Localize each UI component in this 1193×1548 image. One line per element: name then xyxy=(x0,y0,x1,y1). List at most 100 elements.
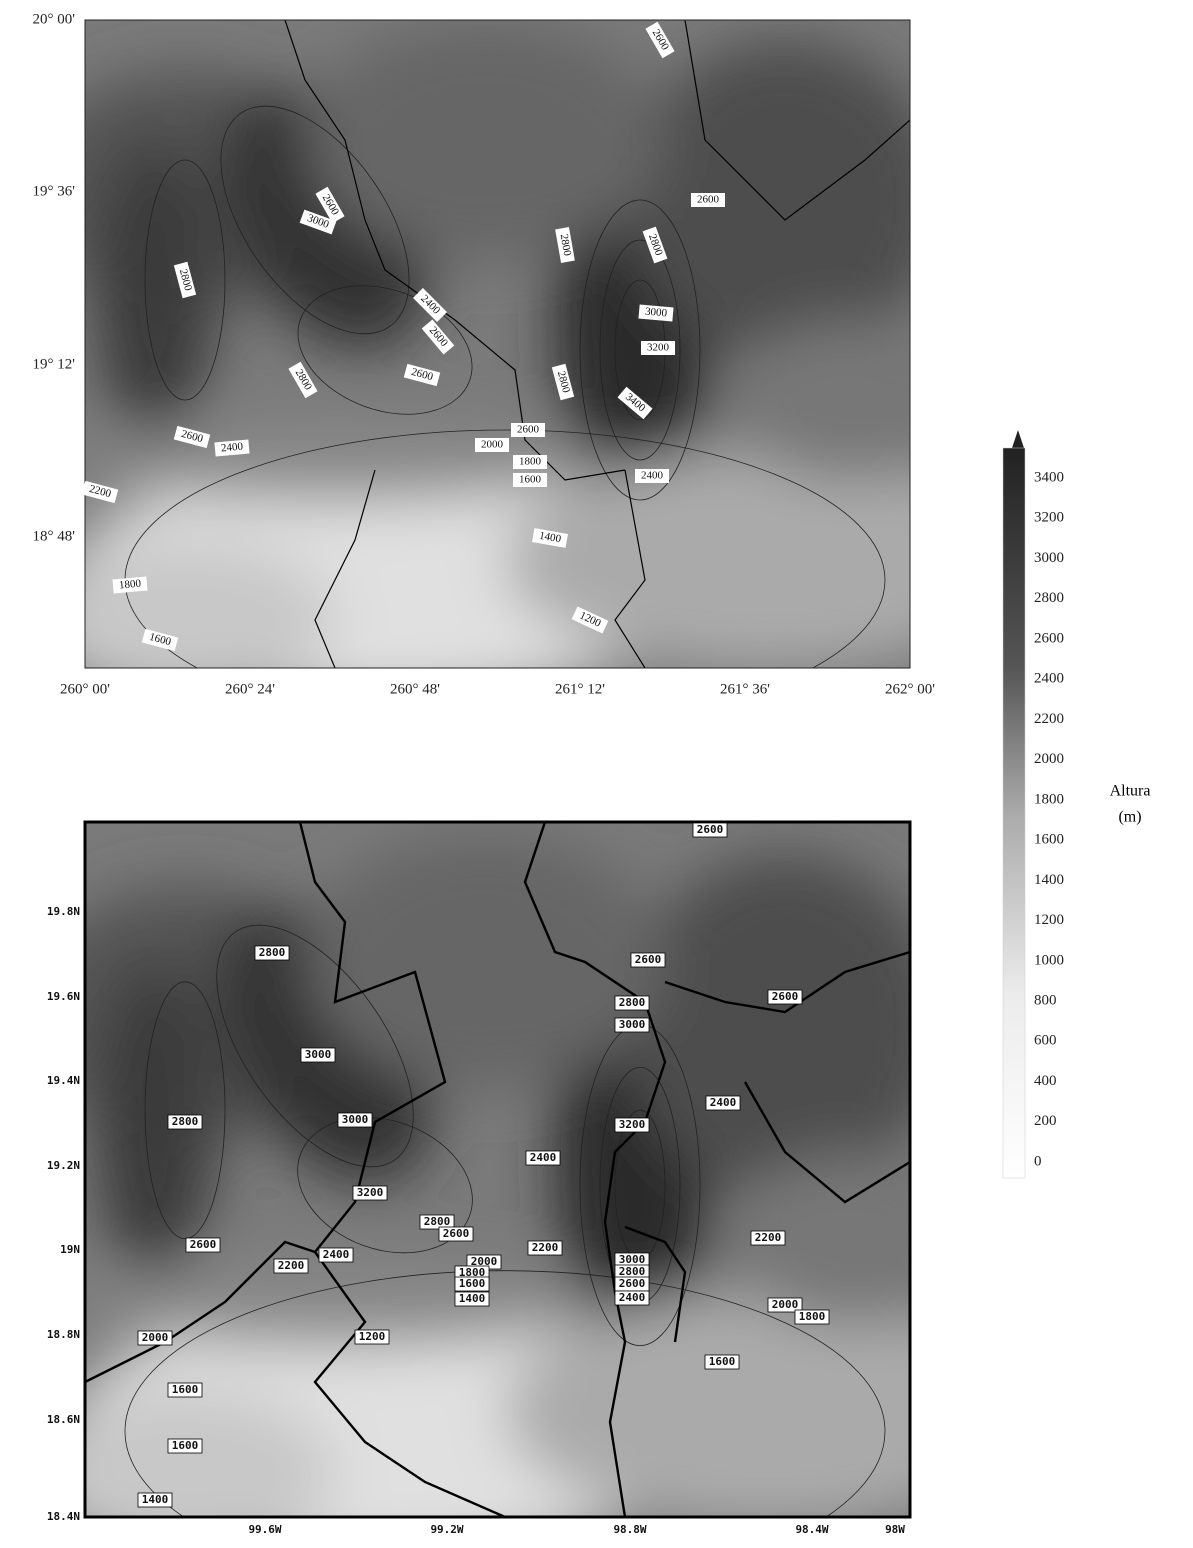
contour-label-text: 1600 xyxy=(459,1277,486,1290)
contour-label-text: 2800 xyxy=(172,1115,199,1128)
contour-label-box xyxy=(767,989,803,1005)
contour-label-text: 2600 xyxy=(635,953,662,966)
contour-label-box xyxy=(137,1492,173,1508)
contour-label: 2000 xyxy=(137,1330,173,1346)
contour-label-text: 3000 xyxy=(342,1113,369,1126)
contour-label-text: 2800 xyxy=(555,370,572,395)
contour-line xyxy=(599,239,681,461)
bottom-map xyxy=(85,822,910,1517)
contour-label: 2600 xyxy=(403,363,441,387)
contour-label-box xyxy=(438,1226,474,1242)
colorbar-label: 3200 xyxy=(1034,510,1064,526)
y-tick-label: 19.4N xyxy=(47,1074,80,1087)
colorbar-label: 600 xyxy=(1034,1033,1057,1049)
contour-label-box xyxy=(614,1017,650,1033)
contour-label: 1600 xyxy=(454,1276,490,1292)
contour-label-box xyxy=(167,1114,203,1130)
colorbar-label: 1400 xyxy=(1034,872,1064,888)
contour-label-box xyxy=(638,304,674,322)
contour-label-text: 2600 xyxy=(619,1277,646,1290)
x-tick-label: 260° 48' xyxy=(390,681,440,697)
contour-label-box xyxy=(112,576,148,594)
terrain-blob xyxy=(725,320,910,480)
contour-label-box xyxy=(137,1330,173,1346)
terrain-blob xyxy=(505,1292,910,1517)
x-tick-label: 260° 00' xyxy=(60,681,110,697)
contour-label-text: 1800 xyxy=(459,1266,486,1279)
contour-label-text: 3000 xyxy=(645,306,668,320)
contour-label: 1400 xyxy=(532,528,568,548)
contour-label: 1400 xyxy=(454,1291,490,1307)
contour-label-box xyxy=(413,288,447,322)
y-tick-label: 19N xyxy=(60,1243,80,1256)
contour-label-box xyxy=(513,455,547,469)
contour-label: 2200 xyxy=(527,1240,563,1256)
contour-label-box xyxy=(421,319,455,355)
contour-label-text: 2800 xyxy=(558,233,574,257)
contour-label: 1400 xyxy=(137,1492,173,1508)
contour-label-box xyxy=(173,425,211,449)
contour-label-box xyxy=(403,363,441,387)
contour-label-box xyxy=(704,1354,740,1370)
colorbar-label: 3400 xyxy=(1034,469,1064,485)
contour-label: 1800 xyxy=(454,1265,490,1281)
contour-label-box xyxy=(794,1309,830,1325)
contour-label-text: 2400 xyxy=(530,1151,557,1164)
colorbar-label: 400 xyxy=(1034,1073,1057,1089)
contour-label: 1600 xyxy=(704,1354,740,1370)
contour-label: 2400 xyxy=(318,1247,354,1263)
contour-label-box xyxy=(315,186,345,224)
contour-label-text: 3000 xyxy=(305,1048,332,1061)
contour-label-text: 2800 xyxy=(259,946,286,959)
contour-label-box xyxy=(419,1214,455,1230)
colorbar-label: 3000 xyxy=(1034,550,1064,566)
contour-line xyxy=(220,105,410,335)
contour-label-text: 2800 xyxy=(619,1265,646,1278)
contour-label-text: 2000 xyxy=(142,1331,169,1344)
contour-label-text: 2800 xyxy=(424,1215,451,1228)
contour-label: 1600 xyxy=(167,1382,203,1398)
colorbar-label: 1000 xyxy=(1034,952,1064,968)
contour-label: 2400 xyxy=(614,1290,650,1306)
contour-label-text: 2800 xyxy=(619,996,646,1009)
terrain-blob xyxy=(95,960,215,1282)
contour-label: 2200 xyxy=(81,480,119,504)
contour-line xyxy=(216,924,414,1168)
contour-label: 2800 xyxy=(173,261,197,299)
contour-line xyxy=(297,285,473,415)
colorbar-label: 2800 xyxy=(1034,590,1064,606)
contour-label: 1600 xyxy=(141,628,179,652)
contour-label: 2400 xyxy=(525,1150,561,1166)
contour-label-text: 1600 xyxy=(709,1355,736,1368)
terrain-blob xyxy=(625,40,910,360)
contour-label-box xyxy=(300,1047,336,1063)
contour-label-box xyxy=(525,1150,561,1166)
contour-label: 2800 xyxy=(419,1214,455,1230)
contour-label-box xyxy=(617,386,653,420)
y-tick-label: 18.4N xyxy=(47,1510,80,1523)
boundary xyxy=(743,1081,910,1204)
contour-label-box xyxy=(354,1329,390,1345)
contour-label: 2800 xyxy=(551,363,575,401)
contour-label: 2200 xyxy=(273,1258,309,1274)
y-tick-label: 19° 12' xyxy=(33,356,76,372)
contour-label: 2600 xyxy=(692,822,728,838)
contour-label-text: 2000 xyxy=(481,439,504,451)
contour-label-text: 2200 xyxy=(278,1259,305,1272)
contour-label-text: 1400 xyxy=(538,530,562,546)
contour-label-text: 2200 xyxy=(755,1231,782,1244)
contour-label-text: 2000 xyxy=(772,1298,799,1311)
boundary xyxy=(614,469,646,668)
contour-label-text: 2800 xyxy=(177,268,194,293)
contour-label: 2800 xyxy=(254,945,290,961)
contour-label-text: 2600 xyxy=(697,823,724,836)
contour-label-box xyxy=(81,480,119,504)
x-tick-label: 98.4W xyxy=(795,1523,828,1536)
contour-label-text: 1400 xyxy=(459,1292,486,1305)
contour-label-box xyxy=(691,193,725,207)
terrain-blob xyxy=(85,420,595,500)
contour-label-text: 1600 xyxy=(519,474,542,486)
boundary xyxy=(314,469,376,668)
contour-label-box xyxy=(630,952,666,968)
